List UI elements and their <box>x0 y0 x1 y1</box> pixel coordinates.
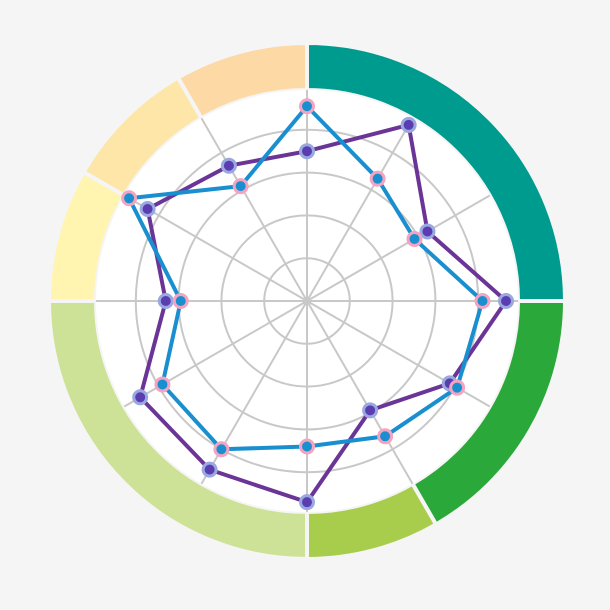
series-2-point-3 <box>419 223 436 240</box>
series-2-point-8 <box>201 461 218 478</box>
series-1-point-5 <box>449 379 466 396</box>
radar-grid <box>96 90 518 512</box>
spoke-3 <box>306 194 491 302</box>
series-1-point-7 <box>299 438 315 455</box>
series-1-point-8 <box>213 441 230 458</box>
series-1-point-12 <box>232 178 249 195</box>
spoke-9 <box>123 300 308 408</box>
series-2-point-11 <box>139 200 156 217</box>
series-2-point-12 <box>220 157 237 174</box>
spoke-12 <box>200 117 308 302</box>
series-1-point-9 <box>154 376 171 393</box>
series-2-point-2 <box>400 116 417 133</box>
series-1-point-1 <box>299 98 315 115</box>
series-2-point-10 <box>157 293 174 309</box>
series-2-point-6 <box>362 402 379 419</box>
series-1-point-11 <box>121 190 138 207</box>
series-1-point-3 <box>406 230 423 247</box>
series-2-point-1 <box>299 143 315 160</box>
spoke-11 <box>123 194 308 302</box>
series-1-point-2 <box>369 170 386 187</box>
series-2-point-4 <box>498 293 515 309</box>
series-2-point-9 <box>132 389 149 406</box>
spoke-6 <box>306 300 414 485</box>
series-1-point-4 <box>474 293 491 309</box>
spoke-2 <box>306 117 414 302</box>
series-1-point-6 <box>377 428 394 445</box>
series-1-point-10 <box>172 293 189 309</box>
series-2-point-7 <box>299 494 315 511</box>
series-layer <box>121 98 515 511</box>
